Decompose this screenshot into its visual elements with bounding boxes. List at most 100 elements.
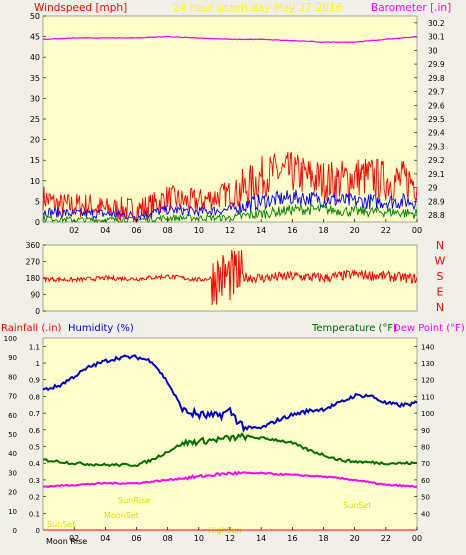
temperature-y-tick-label: 120 [421,377,434,385]
wind-y-tick-label: 35 [30,74,40,83]
wind-y-tick-label: 5 [35,197,40,206]
wind-y-tick-label: 30 [30,94,40,103]
rainfall-y-tick-label: 1 [36,360,40,368]
direction-y-tick-label: 360 [26,241,41,250]
barometer-y-tick-label: 29.7 [428,88,445,97]
temperature-y-tick-label: 140 [421,343,434,351]
rainfall-y-tick-label: 0 [36,527,40,535]
humidity-y-tick-label: 90 [8,354,17,362]
temperature-y-tick-label: 130 [421,360,434,368]
wind-y-tick-label: 50 [30,12,40,21]
temperature-panel [42,337,418,531]
temperature-x-tick-label: 08 [163,534,173,543]
rainfall-y-tick-label: 0.8 [29,393,40,401]
temperature-x-tick-label: 18 [318,534,328,543]
windspeed-label: Windspeed [mph] [34,2,127,14]
temperature-y-tick-label: 60 [421,477,430,485]
humidity-line [42,354,418,433]
wind-x-tick-label: 20 [350,226,360,235]
direction-y-tick-label: 180 [26,274,41,283]
wind-x-tick-label: 18 [318,226,328,235]
rainfall-y-tick-label: 0.4 [29,460,41,468]
barometer-y-tick-label: 30 [428,46,438,55]
barometer-y-tick-label: 30.2 [428,19,445,28]
temperature-label: Temperature (°F) [311,323,397,334]
humidity-y-tick-label: 60 [8,412,17,420]
barometer-y-tick-label: 29.8 [428,74,445,83]
compass-label-e: E [437,286,444,299]
compass-label-n: N [436,301,444,314]
direction-y-tick-label: 0 [35,307,40,316]
wind-y-tick-label: 0 [35,218,40,227]
humidity-label: Humidity (%) [68,323,134,334]
dewpoint-line [43,470,418,489]
barometer-y-tick-label: 29.5 [428,115,445,124]
temperature-x-tick-label: 12 [225,534,235,543]
temperature-y-tick-label: 90 [421,427,430,435]
temperature-y-tick-label: 50 [421,494,430,502]
wind-x-tick-label: 02 [69,226,79,235]
temperature-x-tick-label: 14 [256,534,266,543]
compass-label-n: N [436,239,444,252]
wind-x-tick-label: 16 [287,226,297,235]
rainfall-y-tick-label: 0.3 [29,477,40,485]
temperature-x-tick-label: 20 [350,534,360,543]
humidity-y-tick-label: 10 [8,508,17,516]
moonset-annotation: MoonSet [104,511,139,520]
compass-label-w: W [435,255,446,268]
barometer-y-tick-label: 29.1 [428,170,445,179]
wind-panel [42,15,418,223]
humidity-y-tick-label: 70 [8,393,17,401]
wind-y-tick-label: 10 [30,177,40,186]
wind-x-tick-label: 04 [100,226,110,235]
wind-y-tick-label: 25 [30,115,40,124]
humidity-y-tick-label: 30 [8,469,17,477]
sunset-right-annotation: SunSet [343,501,371,510]
humidity-y-tick-label: 100 [4,335,17,343]
wind-x-tick-label: 06 [131,226,141,235]
humidity-y-tick-label: 0 [13,527,17,535]
dewpoint-label: Dew Point (°F) [393,323,465,334]
wind-x-tick-label: 12 [225,226,235,235]
temperature-x-tick-label: 16 [287,534,297,543]
temperature-x-tick-label: 04 [100,534,110,543]
temperature-y-tick-label: 110 [421,393,434,401]
barometer-y-tick-label: 29 [428,184,438,193]
wind-direction-line [42,249,418,305]
sunrise-annotation: SunRise [118,496,150,505]
wind-x-tick-label: 22 [381,226,391,235]
barometer-line [43,35,418,44]
barometer-y-tick-label: 29.9 [428,60,445,69]
wind-average-line [42,189,418,221]
rainfall-y-tick-label: 0.7 [29,410,40,418]
rainfall-y-tick-label: 0.5 [29,444,40,452]
barometer-y-tick-label: 29.2 [428,156,445,165]
sunset-annotation: SunSet [47,520,75,529]
barometer-y-tick-label: 28.9 [428,197,445,206]
rainfall-y-tick-label: 0.6 [29,427,41,435]
wind-y-tick-label: 45 [30,33,40,42]
moonrise-annotation: Moon Rise [46,537,87,546]
wind-x-tick-label: 14 [256,226,266,235]
temperature-x-tick-label: 22 [381,534,391,543]
temperature-x-tick-label: 10 [194,534,204,543]
direction-y-tick-label: 90 [30,291,40,300]
barometer-y-tick-label: 29.3 [428,142,445,151]
direction-y-tick-label: 270 [26,258,41,267]
humidity-y-tick-label: 20 [8,489,17,497]
wind-x-tick-label: 08 [163,226,173,235]
barometer-y-tick-label: 29.4 [428,129,445,138]
temperature-line [42,432,418,468]
rainfall-label: Rainfall (.in) [1,323,62,334]
rainfall-y-tick-label: 0.1 [29,510,40,518]
temperature-x-tick-label: 02 [69,534,79,543]
wind-y-tick-label: 40 [30,53,40,62]
temperature-y-tick-label: 40 [421,510,430,518]
rainfall-y-tick-label: 0.2 [29,494,40,502]
temperature-x-tick-label: 06 [131,534,141,543]
wind-x-tick-label: 00 [412,226,422,235]
temperature-y-tick-label: 100 [421,410,434,418]
temperature-y-tick-label: 70 [421,460,430,468]
wind-x-tick-label: 10 [194,226,204,235]
